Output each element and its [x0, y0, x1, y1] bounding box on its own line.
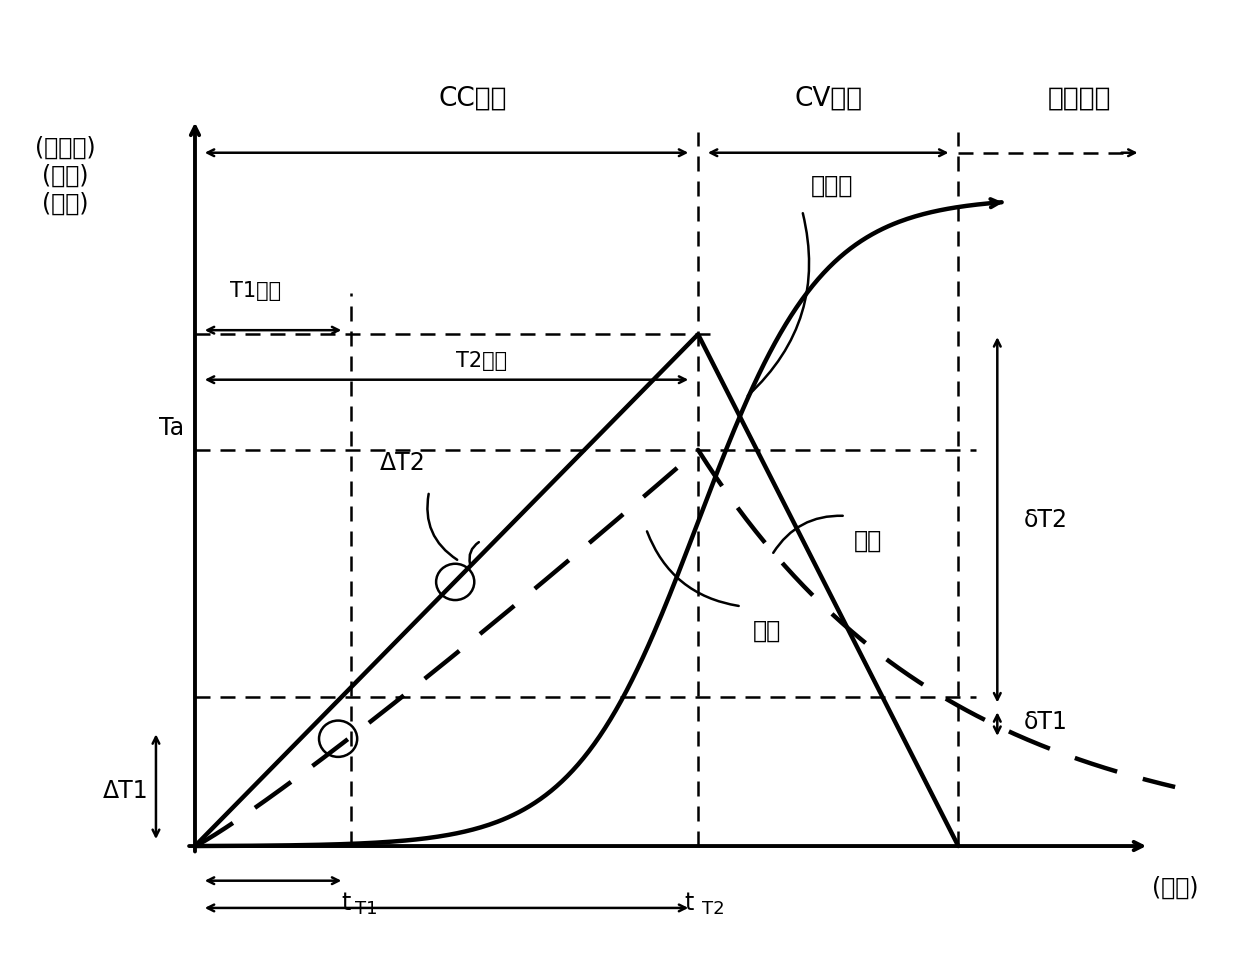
Text: 电流: 电流 [754, 619, 781, 643]
Text: ΔT1: ΔT1 [103, 779, 149, 803]
Text: (时间): (时间) [1152, 876, 1198, 899]
Text: 充电率: 充电率 [811, 173, 853, 198]
Text: Ta: Ta [160, 416, 185, 440]
Text: 温度: 温度 [854, 529, 883, 552]
Text: T1: T1 [356, 900, 378, 918]
Text: T2区间: T2区间 [455, 352, 507, 371]
Text: t: t [342, 891, 351, 916]
Text: CV充电: CV充电 [794, 86, 862, 111]
Text: ΔT2: ΔT2 [381, 451, 427, 474]
Text: T1区间: T1区间 [231, 281, 281, 301]
Text: T2: T2 [702, 900, 725, 918]
Text: δT1: δT1 [1023, 710, 1068, 734]
Text: CC充电: CC充电 [438, 86, 507, 111]
Text: t: t [684, 891, 693, 916]
Text: (充电率)
(温度)
(电流): (充电率) (温度) (电流) [35, 136, 95, 216]
Text: 充电结束: 充电结束 [1048, 86, 1111, 111]
Text: δT2: δT2 [1023, 507, 1068, 532]
